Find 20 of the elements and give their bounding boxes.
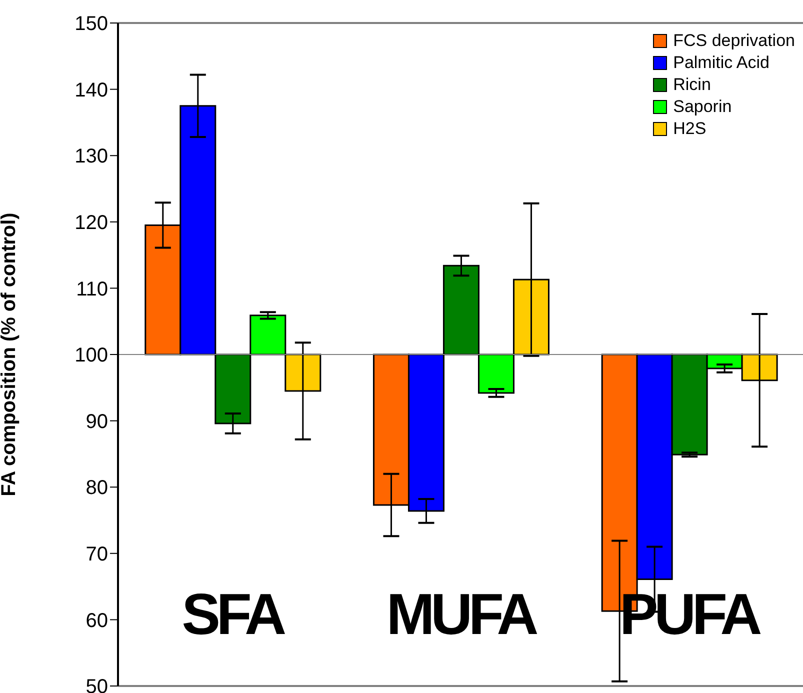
legend-label: Ricin — [673, 74, 711, 96]
y-tick-label: 150 — [74, 13, 108, 36]
y-tick-label: 140 — [74, 79, 108, 102]
legend-label: Saporin — [673, 96, 732, 118]
y-tick-label: 110 — [76, 278, 108, 300]
y-tick-label: 70 — [86, 544, 108, 566]
y-tick-label: 120 — [74, 212, 108, 234]
y-tick-label: 50 — [86, 676, 108, 693]
x-tick-label: SFA — [182, 582, 286, 647]
x-tick-label: PUFA — [619, 582, 762, 647]
y-tick-label: 60 — [86, 610, 108, 632]
y-tick-label: 80 — [86, 477, 108, 500]
y-tick-label: 90 — [86, 410, 108, 433]
x-tick-label: MUFA — [386, 582, 538, 647]
legend-label: Palmitic Acid — [673, 52, 770, 74]
y-tick-label: 130 — [74, 146, 108, 168]
legend-label: FCS deprivation — [673, 30, 795, 52]
y-tick-label: 100 — [74, 344, 108, 367]
legend-label: H2S — [673, 118, 706, 140]
y-axis-title: FA composition (% of control) — [0, 212, 20, 496]
